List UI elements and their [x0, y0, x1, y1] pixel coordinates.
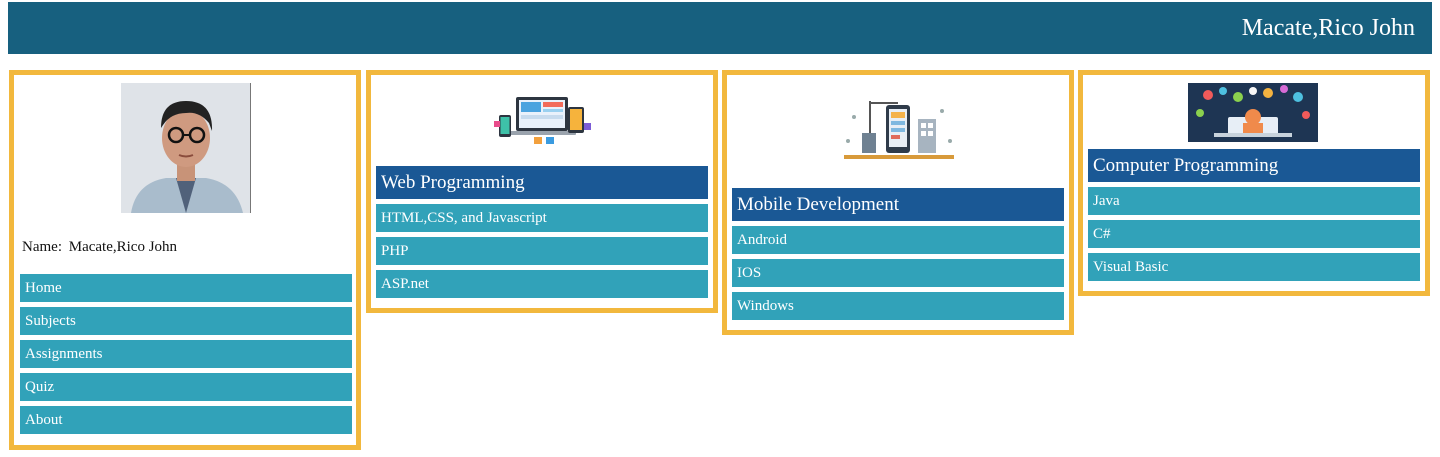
name-value: Macate,Rico John	[68, 239, 178, 255]
profile-panel: Name: Macate,Rico John Home Subjects Ass…	[9, 70, 361, 450]
subject-item-android[interactable]: Android	[732, 226, 1064, 254]
nav-item-about[interactable]: About	[20, 406, 352, 434]
mobile-development-panel: Mobile Development Android IOS Windows	[722, 70, 1074, 335]
profile-name: Name: Macate,Rico John	[22, 239, 177, 256]
name-label: Name:	[22, 239, 62, 255]
subject-header-computer-programming: Computer Programming	[1088, 149, 1420, 182]
subject-item-aspnet[interactable]: ASP.net	[376, 270, 708, 298]
web-programming-list: HTML,CSS, and Javascript PHP ASP.net	[376, 204, 708, 303]
profile-photo	[121, 83, 251, 213]
subject-item-windows[interactable]: Windows	[732, 292, 1064, 320]
computer-programming-list: Java C# Visual Basic	[1088, 187, 1420, 286]
subject-item-ios[interactable]: IOS	[732, 259, 1064, 287]
site-title: Macate,Rico John	[1241, 15, 1415, 41]
subject-item-html-css-js[interactable]: HTML,CSS, and Javascript	[376, 204, 708, 232]
subject-item-java[interactable]: Java	[1088, 187, 1420, 215]
nav-item-home[interactable]: Home	[20, 274, 352, 302]
site-header: Macate,Rico John	[8, 2, 1432, 54]
nav-item-quiz[interactable]: Quiz	[20, 373, 352, 401]
mobile-development-image	[840, 97, 958, 163]
main-nav: Home Subjects Assignments Quiz About	[20, 274, 352, 439]
nav-item-subjects[interactable]: Subjects	[20, 307, 352, 335]
subject-header-mobile-development: Mobile Development	[732, 188, 1064, 221]
subject-item-csharp[interactable]: C#	[1088, 220, 1420, 248]
mobile-development-list: Android IOS Windows	[732, 226, 1064, 325]
nav-item-assignments[interactable]: Assignments	[20, 340, 352, 368]
computer-programming-panel: Computer Programming Java C# Visual Basi…	[1078, 70, 1430, 296]
web-programming-panel: Web Programming HTML,CSS, and Javascript…	[366, 70, 718, 313]
subject-header-web-programming: Web Programming	[376, 166, 708, 199]
computer-programming-image	[1188, 83, 1318, 142]
subject-item-php[interactable]: PHP	[376, 237, 708, 265]
subject-item-visual-basic[interactable]: Visual Basic	[1088, 253, 1420, 281]
web-programming-image	[494, 93, 594, 149]
